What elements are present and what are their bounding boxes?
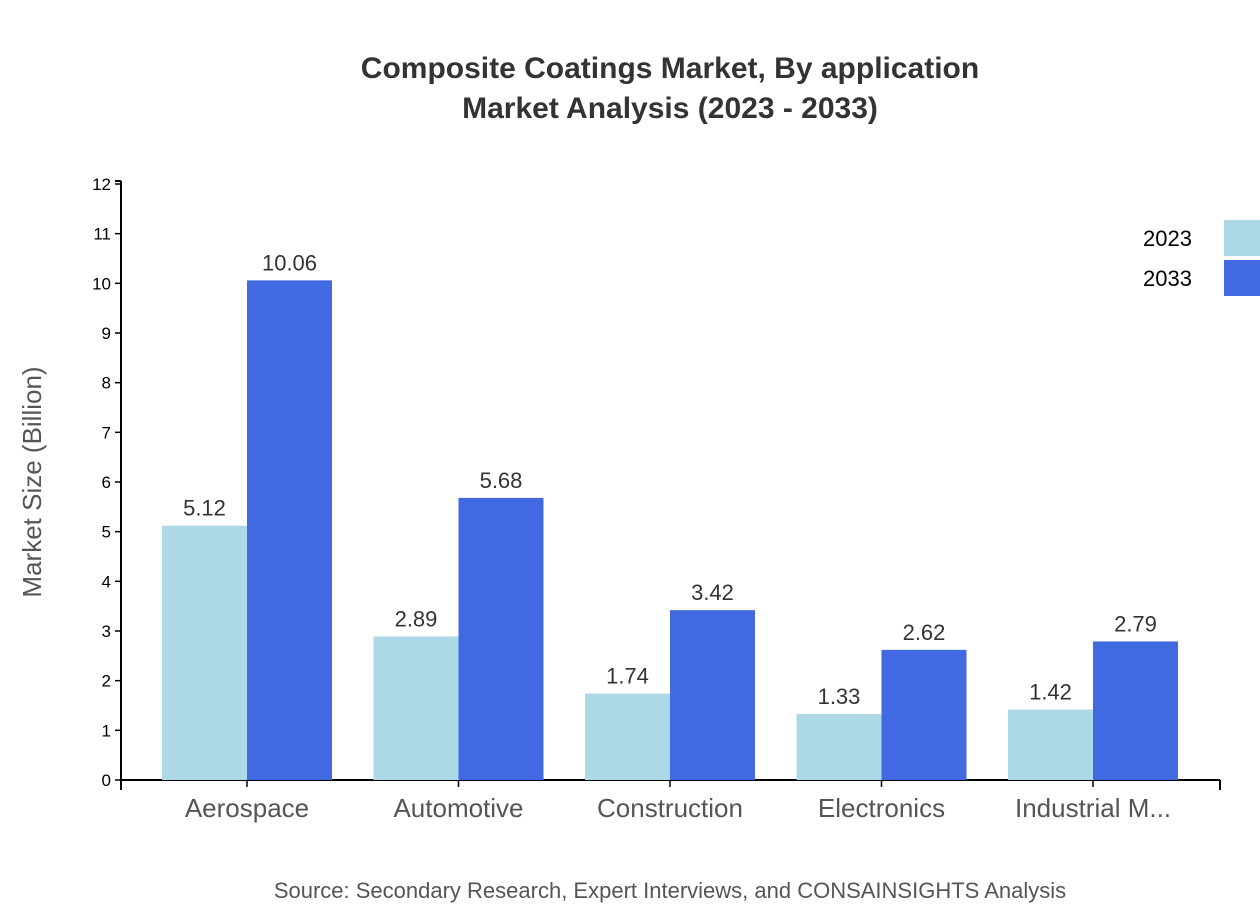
data-label: 1.74 bbox=[606, 664, 649, 689]
y-tick-label: 8 bbox=[102, 374, 111, 393]
bar-2023 bbox=[796, 713, 882, 780]
x-tick-label: Electronics bbox=[818, 793, 945, 823]
bar-2023 bbox=[585, 693, 670, 780]
x-tick-label: Automotive bbox=[393, 793, 523, 823]
y-tick-label: 0 bbox=[102, 771, 111, 790]
x-tick-label: Industrial M... bbox=[1015, 793, 1171, 823]
legend-swatch bbox=[1224, 260, 1260, 296]
data-label: 5.12 bbox=[183, 496, 226, 521]
bar-2033 bbox=[881, 649, 967, 780]
x-tick-label: Construction bbox=[597, 793, 743, 823]
legend-swatch bbox=[1224, 220, 1260, 256]
y-tick-label: 7 bbox=[102, 423, 111, 442]
data-label: 2.89 bbox=[395, 606, 438, 631]
bar-2023 bbox=[162, 525, 247, 780]
y-tick-label: 12 bbox=[92, 175, 111, 194]
bar-2033 bbox=[458, 497, 544, 780]
y-tick-label: 6 bbox=[102, 473, 111, 492]
data-label: 10.06 bbox=[262, 250, 317, 275]
legend-label: 2023 bbox=[1143, 226, 1192, 251]
y-tick-label: 10 bbox=[92, 274, 111, 293]
y-tick-label: 1 bbox=[102, 721, 111, 740]
data-label: 1.33 bbox=[818, 684, 861, 709]
x-tick-label: Aerospace bbox=[185, 793, 309, 823]
y-tick-label: 2 bbox=[102, 672, 111, 691]
data-label: 2.79 bbox=[1114, 611, 1157, 636]
source-note: Source: Secondary Research, Expert Inter… bbox=[273, 878, 1067, 903]
bar-2023 bbox=[1008, 709, 1093, 780]
data-label: 3.42 bbox=[691, 580, 734, 605]
y-tick-label: 3 bbox=[102, 622, 111, 641]
legend-label: 2033 bbox=[1143, 266, 1192, 291]
y-tick-label: 4 bbox=[102, 572, 111, 591]
data-label: 1.42 bbox=[1029, 679, 1072, 704]
data-label: 5.68 bbox=[480, 468, 523, 493]
bar-2023 bbox=[373, 636, 459, 780]
y-tick-label: 9 bbox=[102, 324, 111, 343]
bar-2033 bbox=[670, 610, 755, 780]
data-label: 2.62 bbox=[903, 620, 946, 645]
y-axis-label: Market Size (Billion) bbox=[17, 366, 47, 597]
y-tick-label: 5 bbox=[102, 523, 111, 542]
bar-2033 bbox=[1093, 641, 1178, 780]
y-tick-label: 11 bbox=[93, 225, 111, 244]
chart-subtitle: Market Analysis (2023 - 2033) bbox=[462, 92, 878, 125]
chart-title: Composite Coatings Market, By applicatio… bbox=[360, 52, 980, 85]
bar-2033 bbox=[247, 280, 332, 780]
